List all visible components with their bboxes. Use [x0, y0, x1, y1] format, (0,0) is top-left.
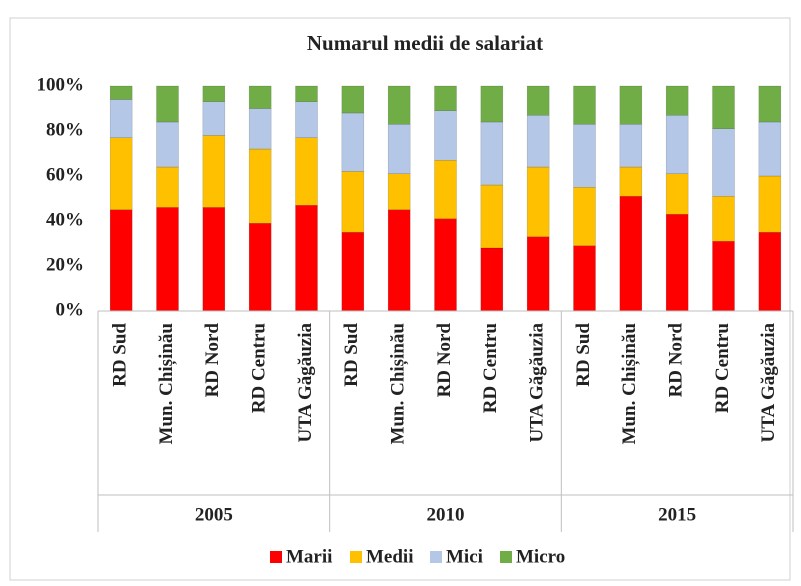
bar-segment [248, 85, 272, 109]
bar-segment [248, 223, 272, 312]
bar-segment [665, 115, 689, 174]
x-tick-label: Mun. Chișinău [388, 323, 409, 445]
bar-segment [295, 101, 318, 138]
bar-segment [619, 196, 643, 312]
bar-segment [573, 187, 596, 246]
bar-segment [573, 124, 596, 188]
bar-segment [109, 99, 133, 138]
bar-segment [712, 128, 735, 197]
bar-segment [156, 85, 179, 123]
bar-segment [387, 173, 411, 210]
bar-segment [758, 85, 782, 123]
legend-label: Medii [366, 546, 414, 567]
bar-segment [573, 245, 596, 312]
x-tick-label: UTA Găgăuzia [295, 323, 316, 443]
bar-segment [341, 171, 365, 233]
bar-segment [156, 207, 179, 312]
bar-segment [295, 85, 318, 102]
bar-segment [202, 135, 226, 208]
x-tick-label: RD Centru [249, 323, 270, 414]
group-label: 2005 [195, 504, 233, 525]
group-label: 2015 [658, 504, 696, 525]
chart-title: Numarul medii de salariat [307, 31, 543, 55]
legend-label: Mici [446, 546, 483, 567]
bar-segment [341, 232, 365, 312]
legend-swatch [350, 551, 362, 563]
y-tick-label: 0% [56, 299, 85, 320]
x-tick-label: UTA Găgăuzia [527, 323, 548, 443]
group-label: 2010 [427, 504, 465, 525]
bar-segment [109, 137, 133, 210]
bar-segment [619, 124, 643, 168]
bar-segment [526, 85, 550, 116]
bar-segment [665, 214, 689, 312]
x-tick-label: RD Nord [202, 323, 223, 398]
bar-segment [387, 209, 411, 312]
bar-segment [434, 110, 457, 161]
bar-segment [480, 85, 504, 123]
bar-segment [156, 121, 179, 168]
legend-label: Marii [286, 546, 332, 567]
legend-swatch [270, 551, 282, 563]
bar-segment [619, 85, 643, 125]
x-tick-label: RD Sud [573, 323, 594, 387]
bar-segment [387, 85, 411, 125]
y-tick-label: 100% [37, 74, 85, 95]
x-tick-label: Mun. Chișinău [156, 323, 177, 445]
bar-segment [758, 121, 782, 177]
x-tick-label: UTA Găgăuzia [758, 323, 779, 443]
x-tick-label: RD Sud [341, 323, 362, 387]
bar-segment [248, 108, 272, 150]
x-tick-label: Mun. Chișinău [619, 323, 640, 445]
bar-segment [526, 115, 550, 168]
bar-segment [758, 175, 782, 233]
bar-segment [758, 232, 782, 312]
bar-segment [665, 173, 689, 215]
bar-segment [295, 137, 318, 206]
bar-segment [434, 85, 457, 111]
bar-segment [665, 85, 689, 116]
x-tick-label: RD Centru [480, 323, 501, 414]
bar-segment [109, 85, 133, 100]
y-tick-label: 20% [46, 254, 84, 275]
bar-segment [341, 85, 365, 114]
legend-label: Micro [516, 546, 565, 567]
bar-segment [712, 241, 735, 312]
bar-segment [248, 148, 272, 224]
bar-segment [480, 184, 504, 249]
bar-segment [202, 207, 226, 312]
y-tick-label: 80% [46, 119, 84, 140]
bar-segment [526, 236, 550, 312]
y-tick-label: 60% [46, 164, 84, 185]
bar-segment [712, 85, 735, 129]
x-tick-label: RD Nord [666, 323, 687, 398]
bar-segment [109, 209, 133, 312]
legend-swatch [500, 551, 512, 563]
bar-segment [712, 196, 735, 242]
x-tick-label: RD Sud [110, 323, 131, 387]
bar-segment [573, 85, 596, 125]
x-tick-label: RD Centru [712, 323, 733, 414]
x-tick-label: RD Nord [434, 323, 455, 398]
bar-segment [295, 205, 318, 312]
bar-segment [387, 124, 411, 174]
y-tick-label: 40% [46, 209, 84, 230]
bar-segment [202, 85, 226, 102]
bar-segment [156, 166, 179, 208]
bar-segment [434, 218, 457, 312]
legend-swatch [430, 551, 442, 563]
bar-segment [341, 112, 365, 172]
bar-segment [480, 247, 504, 312]
bar-segment [434, 160, 457, 219]
bar-segment [202, 101, 226, 136]
bar-segment [619, 166, 643, 197]
bar-segment [526, 166, 550, 237]
bar-segment [480, 121, 504, 186]
